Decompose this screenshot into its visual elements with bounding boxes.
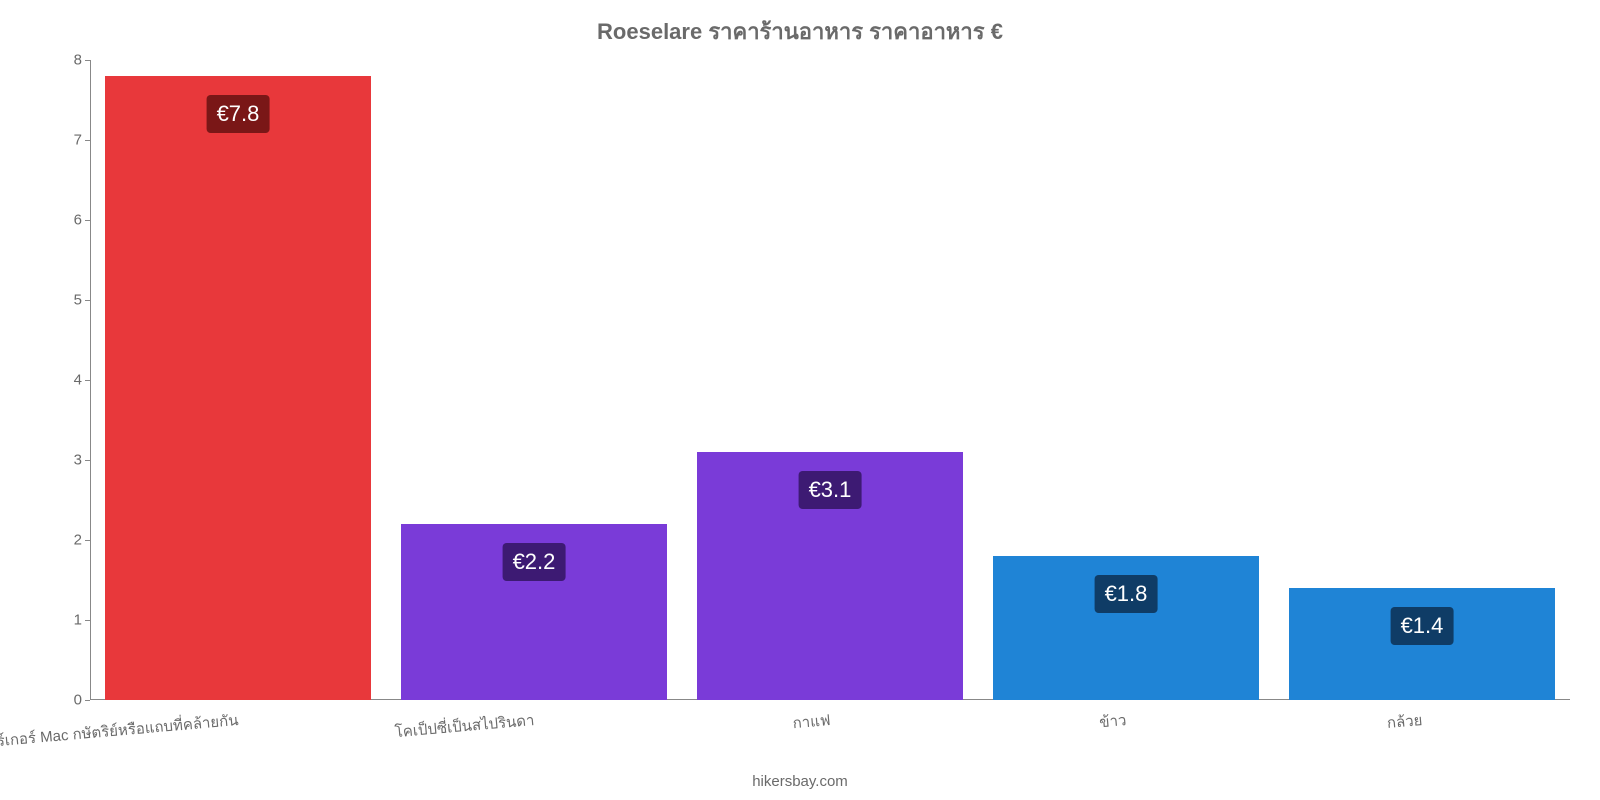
ytick-label: 3 [74,452,90,469]
ytick-label: 1 [74,612,90,629]
bar: €7.8 [105,76,371,700]
ytick-label: 8 [74,52,90,69]
credit-text: hikersbay.com [0,773,1600,790]
value-badge: €1.4 [1391,607,1454,645]
bar: €2.2 [401,524,667,700]
ytick-label: 5 [74,292,90,309]
xtick-label: เบอร์เกอร์ Mac กษัตริย์หรือแถบที่คล้ายกั… [0,700,239,755]
ytick-label: 0 [74,692,90,709]
value-badge: €2.2 [503,543,566,581]
bar: €1.8 [993,556,1259,700]
bar: €1.4 [1289,588,1555,700]
plot-area: 012345678€7.8เบอร์เกอร์ Mac กษัตริย์หรือ… [90,60,1570,700]
chart-title: Roeselare ราคาร้านอาหาร ราคาอาหาร € [0,14,1600,49]
ytick-label: 6 [74,212,90,229]
value-badge: €1.8 [1095,575,1158,613]
xtick-label: กล้วย [1385,700,1423,735]
value-badge: €7.8 [207,95,270,133]
ytick-label: 2 [74,532,90,549]
xtick-label: โคเป็ปซี่เป็นสไปรินดา [393,700,535,744]
ytick-label: 4 [74,372,90,389]
value-badge: €3.1 [799,471,862,509]
xtick-label: กาแฟ [791,700,831,735]
y-axis [90,60,91,700]
xtick-label: ข้าว [1098,700,1128,734]
ytick-label: 7 [74,132,90,149]
bar: €3.1 [697,452,963,700]
